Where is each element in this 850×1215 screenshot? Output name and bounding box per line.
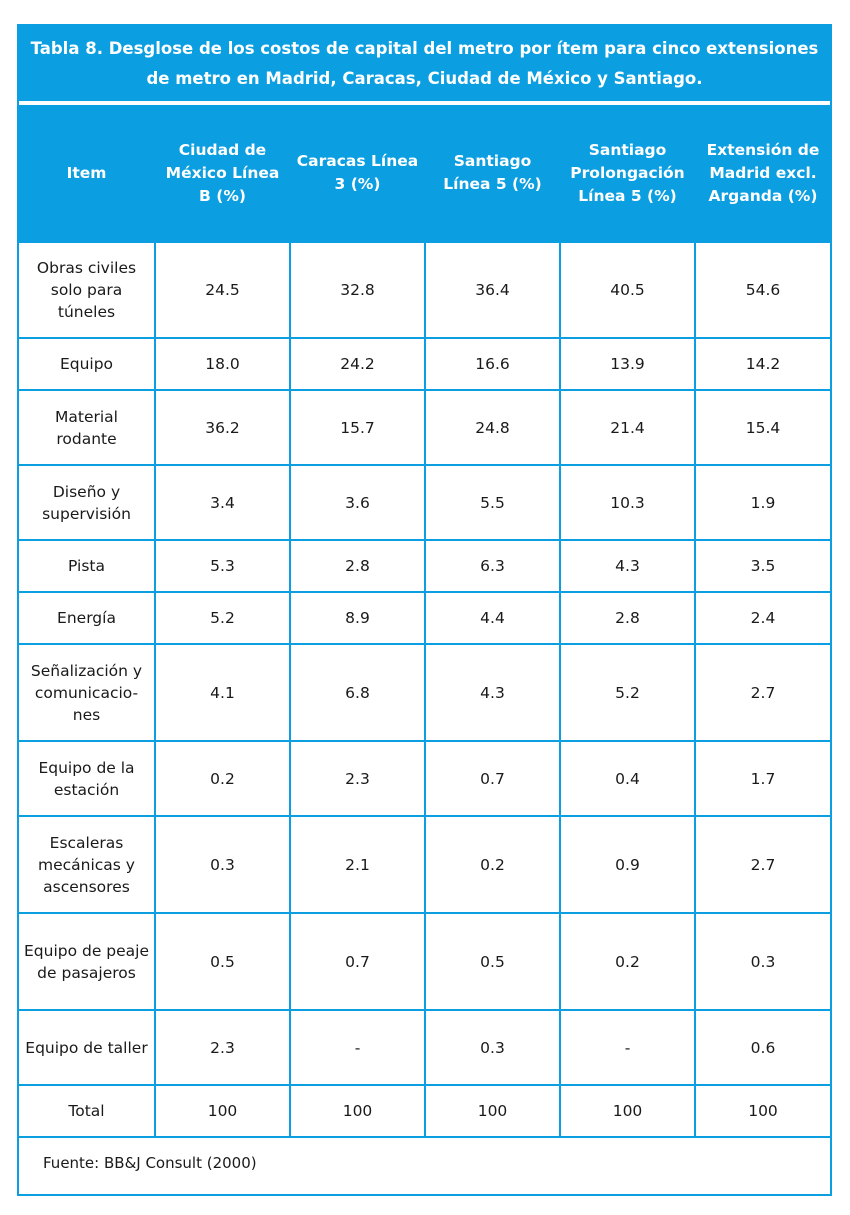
table-cell: - bbox=[559, 1009, 696, 1086]
table-row: Material rodante 36.2 15.7 24.8 21.4 15.4 bbox=[19, 389, 830, 466]
cost-breakdown-table: Item Ciudad de México Línea B (%) Caraca… bbox=[19, 105, 830, 1138]
table-cell: 2.1 bbox=[289, 815, 426, 914]
table-row: Pista 5.3 2.8 6.3 4.3 3.5 bbox=[19, 539, 830, 593]
table-cell: 6.8 bbox=[289, 643, 426, 742]
table-cell: 24.2 bbox=[289, 337, 426, 391]
table-body: Obras civiles solo para túneles 24.5 32.8 3… bbox=[19, 241, 830, 1138]
table-cell: 5.2 bbox=[559, 643, 696, 742]
table-cell: 0.7 bbox=[289, 912, 426, 1011]
table-cell: 21.4 bbox=[559, 389, 696, 466]
table-cell: 0.2 bbox=[424, 815, 561, 914]
table-cell: 4.1 bbox=[154, 643, 291, 742]
table-cell: 0.3 bbox=[154, 815, 291, 914]
table-cell: 100 bbox=[694, 1084, 830, 1138]
table-cell: 100 bbox=[424, 1084, 561, 1138]
table-cell: 2.4 bbox=[694, 591, 830, 645]
table-title-line-1: Tabla 8. Desglose de los costos de capit… bbox=[30, 39, 819, 58]
table-cell: 8.9 bbox=[289, 591, 426, 645]
table-cell: 36.4 bbox=[424, 241, 561, 339]
table-cell: 10.3 bbox=[559, 464, 696, 541]
table-cell: 0.2 bbox=[154, 740, 291, 817]
table-cell: 2.8 bbox=[289, 539, 426, 593]
table-cell: 100 bbox=[289, 1084, 426, 1138]
row-item-label: Total bbox=[19, 1084, 156, 1138]
row-item-label: Obras civiles solo para túneles bbox=[19, 241, 156, 339]
table-row: Obras civiles solo para túneles 24.5 32.8 3… bbox=[19, 241, 830, 339]
table-cell: 0.9 bbox=[559, 815, 696, 914]
table-cell: 13.9 bbox=[559, 337, 696, 391]
table-cell: 0.6 bbox=[694, 1009, 830, 1086]
table-cell: 5.3 bbox=[154, 539, 291, 593]
row-item-label: Equipo de taller bbox=[19, 1009, 156, 1086]
table-cell: - bbox=[289, 1009, 426, 1086]
table-cell: 0.3 bbox=[694, 912, 830, 1011]
row-item-label: Energía bbox=[19, 591, 156, 645]
table-cell: 6.3 bbox=[424, 539, 561, 593]
table-cell: 40.5 bbox=[559, 241, 696, 339]
table-cell: 100 bbox=[154, 1084, 291, 1138]
table-cell: 18.0 bbox=[154, 337, 291, 391]
table-cell: 3.4 bbox=[154, 464, 291, 541]
row-item-label: Equipo de peaje de pasajeros bbox=[19, 912, 156, 1011]
table-cell: 0.3 bbox=[424, 1009, 561, 1086]
table-cell: 2.7 bbox=[694, 815, 830, 914]
table-cell: 0.7 bbox=[424, 740, 561, 817]
table-cell: 15.7 bbox=[289, 389, 426, 466]
row-item-label: Pista bbox=[19, 539, 156, 593]
table-row: Equipo 18.0 24.2 16.6 13.9 14.2 bbox=[19, 337, 830, 391]
header-santiago-prolongacion: Santiago Prolongación Línea 5 (%) bbox=[559, 105, 696, 243]
row-item-label: Equipo de la estación bbox=[19, 740, 156, 817]
table-cell: 3.5 bbox=[694, 539, 830, 593]
table-cell: 24.5 bbox=[154, 241, 291, 339]
table-row: Equipo de taller 2.3-0.3-0.6 bbox=[19, 1009, 830, 1086]
header-mexico-linea-b: Ciudad de México Línea B (%) bbox=[154, 105, 291, 243]
table-cell: 5.5 bbox=[424, 464, 561, 541]
table-cell: 2.3 bbox=[154, 1009, 291, 1086]
table-cell: 3.6 bbox=[289, 464, 426, 541]
table-cell: 0.2 bbox=[559, 912, 696, 1011]
table-row: Equipo de peaje de pasajeros 0.5 0.7 0.5 0.2… bbox=[19, 912, 830, 1011]
table-row: Energía 5.2 8.9 4.4 2.8 2.4 bbox=[19, 591, 830, 645]
header-row: Item Ciudad de México Línea B (%) Caraca… bbox=[19, 105, 830, 243]
table-cell: 2.3 bbox=[289, 740, 426, 817]
table-cell: 4.4 bbox=[424, 591, 561, 645]
table-cell: 2.8 bbox=[559, 591, 696, 645]
table-cell: 5.2 bbox=[154, 591, 291, 645]
table-cell: 32.8 bbox=[289, 241, 426, 339]
table-title: Tabla 8. Desglose de los costos de capit… bbox=[19, 26, 830, 101]
table-cell: 2.7 bbox=[694, 643, 830, 742]
table-cell: 4.3 bbox=[559, 539, 696, 593]
table-row: Diseño y supervisión 3.4 3.6 5.5 10.3 1.9 bbox=[19, 464, 830, 541]
table-title-line-2: de metro en Madrid, Caracas, Ciudad de M… bbox=[146, 69, 703, 88]
table-cell: 1.9 bbox=[694, 464, 830, 541]
header-caracas-linea-3: Caracas Línea 3 (%) bbox=[289, 105, 426, 243]
table-cell: 14.2 bbox=[694, 337, 830, 391]
row-item-label: Equipo bbox=[19, 337, 156, 391]
table-cell: 16.6 bbox=[424, 337, 561, 391]
header-madrid-extension: Extensión de Madrid excl. Arganda (%) bbox=[694, 105, 830, 243]
table-row: Equipo de la estación 0.2 2.3 0.7 0.4 1.7 bbox=[19, 740, 830, 817]
table-cell: 100 bbox=[559, 1084, 696, 1138]
table-source-note: Fuente: BB&J Consult (2000) bbox=[43, 1154, 257, 1172]
header-item: Item bbox=[19, 105, 156, 243]
row-item-label: Diseño y supervisión bbox=[19, 464, 156, 541]
table-cell: 0.5 bbox=[154, 912, 291, 1011]
table-cell: 36.2 bbox=[154, 389, 291, 466]
table-cell: 54.6 bbox=[694, 241, 830, 339]
table-cell: 4.3 bbox=[424, 643, 561, 742]
row-item-label: Material rodante bbox=[19, 389, 156, 466]
table-row: Señalización y comunicacio-nes 4.1 6.8 4.3 5… bbox=[19, 643, 830, 742]
table-frame: Tabla 8. Desglose de los costos de capit… bbox=[17, 24, 832, 1196]
table-cell: 0.4 bbox=[559, 740, 696, 817]
table-cell: 1.7 bbox=[694, 740, 830, 817]
title-divider bbox=[19, 101, 830, 105]
table-cell: 15.4 bbox=[694, 389, 830, 466]
table-cell: 0.5 bbox=[424, 912, 561, 1011]
row-item-label: Escaleras mecánicas y ascensores bbox=[19, 815, 156, 914]
table-row: Escaleras mecánicas y ascensores 0.3 2.1 0.… bbox=[19, 815, 830, 914]
row-item-label: Señalización y comunicacio-nes bbox=[19, 643, 156, 742]
table-row: Total 100 100 100 100 100 bbox=[19, 1084, 830, 1138]
table-cell: 24.8 bbox=[424, 389, 561, 466]
header-santiago-linea-5: Santiago Línea 5 (%) bbox=[424, 105, 561, 243]
